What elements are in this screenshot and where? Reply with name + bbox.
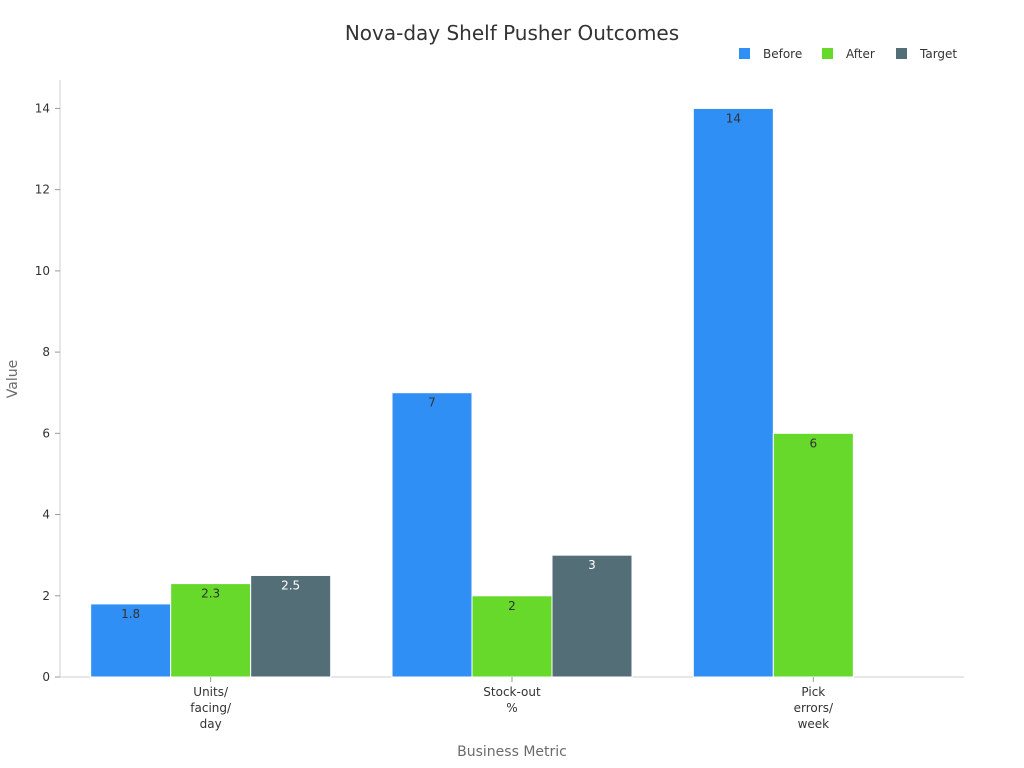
data-label: 1.8 [121,607,140,621]
x-axis-title: Business Metric [457,744,567,760]
y-tick-label: 0 [42,670,50,684]
x-tick-label: Units/facing/day [190,685,232,731]
legend-swatch-after [822,48,833,59]
y-tick-label: 10 [35,264,50,278]
bar-after [772,432,854,678]
data-label: 2 [508,599,516,613]
x-tick-label: Pick errors/week [794,685,834,731]
bar-after [471,595,553,678]
y-tick-label: 6 [42,426,50,440]
bar-target [551,554,633,678]
data-label: 2.5 [281,578,300,592]
y-tick-label: 8 [42,345,50,359]
y-tick-label: 12 [35,183,50,197]
x-tick-label: Stock-out% [483,685,541,715]
legend-label-before: Before [763,47,802,61]
bar-after [170,583,252,678]
data-label: 2.3 [201,587,220,601]
y-tick-label: 14 [35,101,50,115]
chart-title: Nova-day Shelf Pusher Outcomes [345,21,679,45]
data-label: 7 [428,396,436,410]
data-label: 3 [588,558,596,572]
legend-swatch-before [739,48,750,59]
y-tick-label: 2 [42,589,50,603]
x-axis-ticks: Units/facing/day Stock-out % Pick errors/wee… [190,677,834,731]
data-label: 14 [726,111,741,125]
y-axis-ticks: 0 2 4 6 8 10 12 14 [35,101,60,684]
legend: Before After Target [739,47,957,61]
bar-before [692,107,774,678]
bar-target [250,574,332,678]
bar-before [391,392,473,678]
legend-swatch-target [896,48,907,59]
bars [90,107,854,678]
legend-label-target: Target [919,47,957,61]
y-tick-label: 4 [42,508,50,522]
y-axis-title: Value [5,360,21,398]
data-labels: 1.8 2.3 2.5 7 2 3 14 6 [121,111,817,620]
data-label: 6 [810,436,818,450]
legend-label-after: After [846,47,875,61]
